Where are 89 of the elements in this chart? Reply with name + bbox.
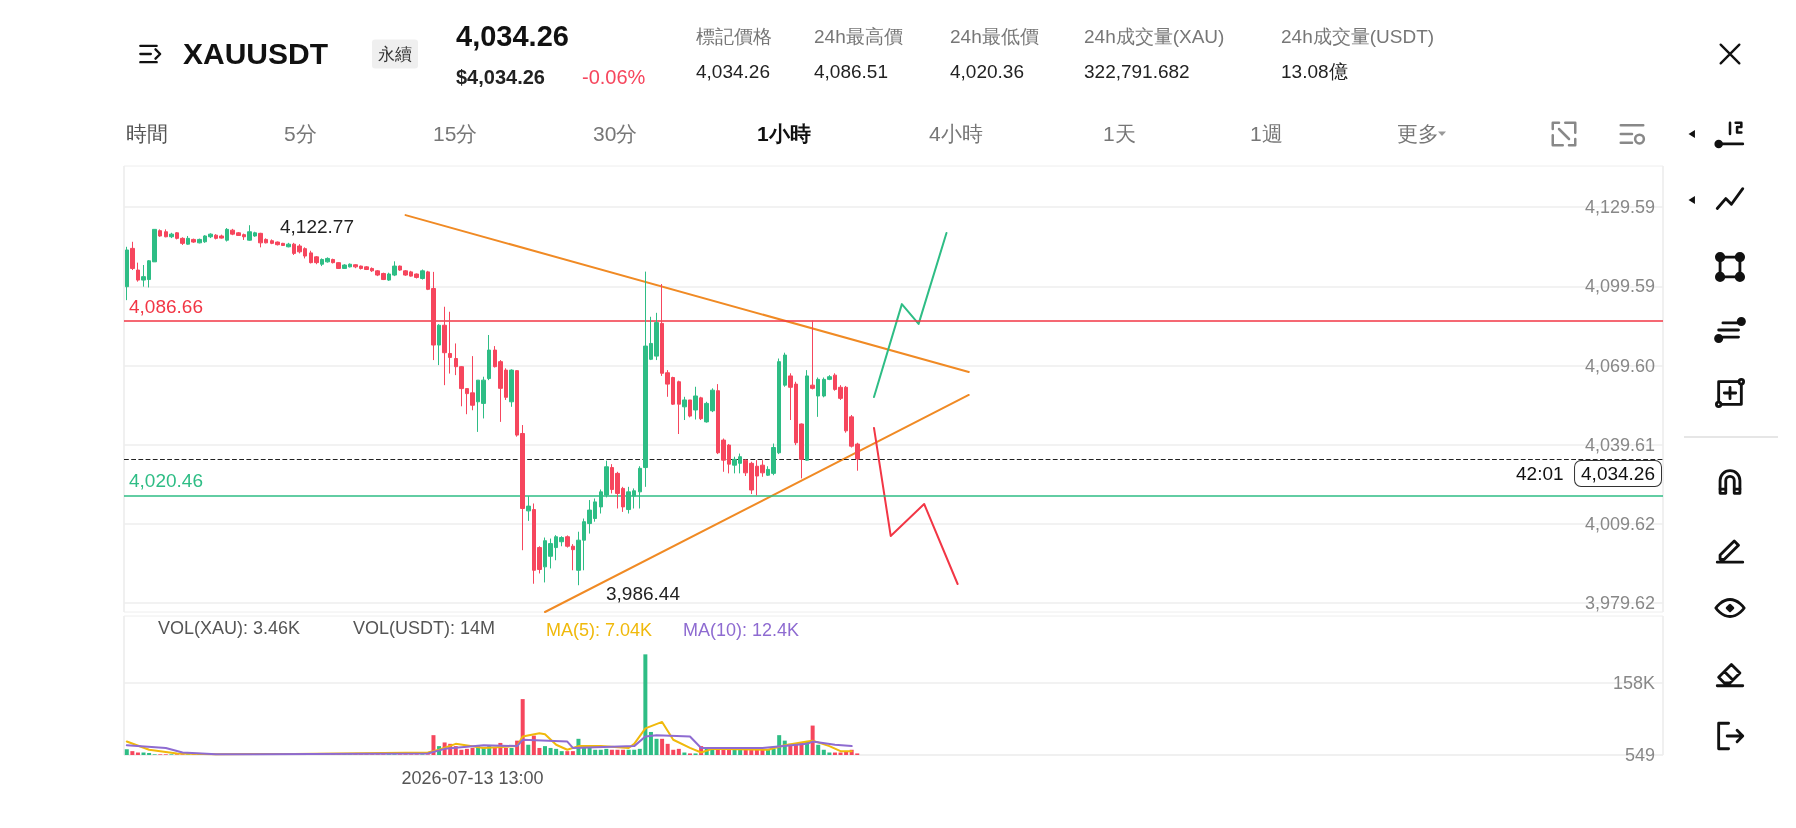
- y-tick-label: 4,099.59: [1584, 276, 1655, 297]
- chart-title: XAUUSDT: [183, 37, 329, 71]
- bar: [565, 751, 570, 755]
- candlestick: [136, 262, 140, 283]
- bar: [526, 744, 531, 755]
- text: 24h最高價: [814, 25, 903, 49]
- text: 4小時: [929, 121, 983, 147]
- text: 時間: [126, 121, 168, 147]
- candlestick: [191, 238, 196, 244]
- text: 30分: [593, 121, 638, 147]
- candlestick: [693, 386, 698, 420]
- bar: [559, 751, 564, 755]
- bar: [648, 731, 653, 755]
- y-tick-label: 4,069.60: [1584, 355, 1655, 376]
- ref-line-label: 4,034.26: [1581, 462, 1655, 484]
- candlestick: [487, 334, 491, 381]
- text: 4,020.36: [950, 61, 1024, 83]
- bar: [470, 747, 475, 755]
- candlestick: [420, 269, 425, 281]
- candlestick: [783, 352, 787, 388]
- candlestick: [448, 311, 452, 375]
- y-tick-label: 3,979.62: [1584, 593, 1655, 614]
- candlestick: [186, 235, 190, 246]
- text: 13.08億: [1281, 60, 1348, 84]
- annotation: VOL(USDT): 14M: [353, 617, 496, 639]
- candlestick: [509, 368, 514, 408]
- ref-line-label: 4,020.46: [129, 470, 203, 492]
- y-tick-label: 158K: [1612, 673, 1655, 694]
- text: 1週: [1250, 121, 1283, 147]
- text: $4,034.26: [456, 65, 545, 89]
- text: 1小時: [757, 121, 811, 147]
- bar: [570, 751, 575, 755]
- bar: [621, 749, 626, 755]
- line-series: [125, 734, 853, 756]
- candlestick: [169, 232, 174, 239]
- bar: [130, 751, 135, 755]
- text: 4,086.51: [814, 61, 888, 83]
- bar: [676, 748, 681, 755]
- bar: [509, 747, 514, 755]
- ref-line-label: 4,086.66: [129, 295, 203, 317]
- candlestick: [130, 241, 135, 271]
- x-tick-label: 2026-07-13 13:00: [401, 768, 544, 788]
- annotation: VOL(XAU): 3.46K: [158, 617, 301, 639]
- text: 24h成交量(XAU): [1084, 25, 1225, 49]
- bar: [727, 749, 732, 755]
- bar: [542, 746, 547, 755]
- text: MA(10): 12.4K: [683, 620, 800, 640]
- candlestick: [688, 399, 692, 418]
- text: -0.06%: [582, 65, 646, 89]
- candlestick: [164, 228, 168, 238]
- line-series: [872, 232, 948, 399]
- candlestick: [816, 377, 820, 418]
- bar: [660, 738, 665, 755]
- candlestick: [158, 228, 162, 238]
- candlestick: [125, 246, 129, 301]
- text: 更多: [1397, 121, 1439, 147]
- text: 4,034.26: [456, 19, 569, 53]
- candlestick: [682, 396, 687, 421]
- annotation: 3,986.44: [606, 583, 680, 605]
- bar: [124, 749, 129, 755]
- annotation: 42:01: [1516, 463, 1564, 485]
- text: 15分: [433, 121, 478, 147]
- text: 1天: [1103, 121, 1136, 147]
- candlestick: [442, 306, 447, 386]
- y-tick-label: 4,009.62: [1584, 514, 1655, 535]
- bar: [654, 738, 659, 755]
- y-tick-label: 4,129.59: [1584, 197, 1655, 218]
- text: 5分: [284, 121, 317, 147]
- bar: [503, 747, 508, 755]
- text: 24h最低價: [950, 25, 1039, 49]
- text: 322,791.682: [1084, 61, 1190, 83]
- text: 永續: [372, 39, 418, 69]
- candlestick: [437, 323, 441, 366]
- text: MA(5): 7.04K: [546, 620, 653, 640]
- y-tick-label: 4,039.61: [1584, 434, 1655, 455]
- candlestick: [225, 227, 229, 243]
- text: 標記價格: [696, 25, 772, 49]
- candlestick: [699, 396, 703, 421]
- y-tick-label: 549: [1624, 745, 1655, 765]
- line-series: [872, 426, 959, 586]
- text: 4,034.26: [696, 61, 770, 83]
- candlestick: [810, 320, 815, 390]
- text: 24h成交量(USDT): [1281, 25, 1435, 49]
- candlestick: [677, 380, 681, 435]
- candlestick: [805, 369, 809, 462]
- bar: [816, 744, 821, 755]
- bar: [520, 699, 525, 755]
- bar: [464, 748, 469, 755]
- annotation: 4,122.77: [280, 216, 354, 238]
